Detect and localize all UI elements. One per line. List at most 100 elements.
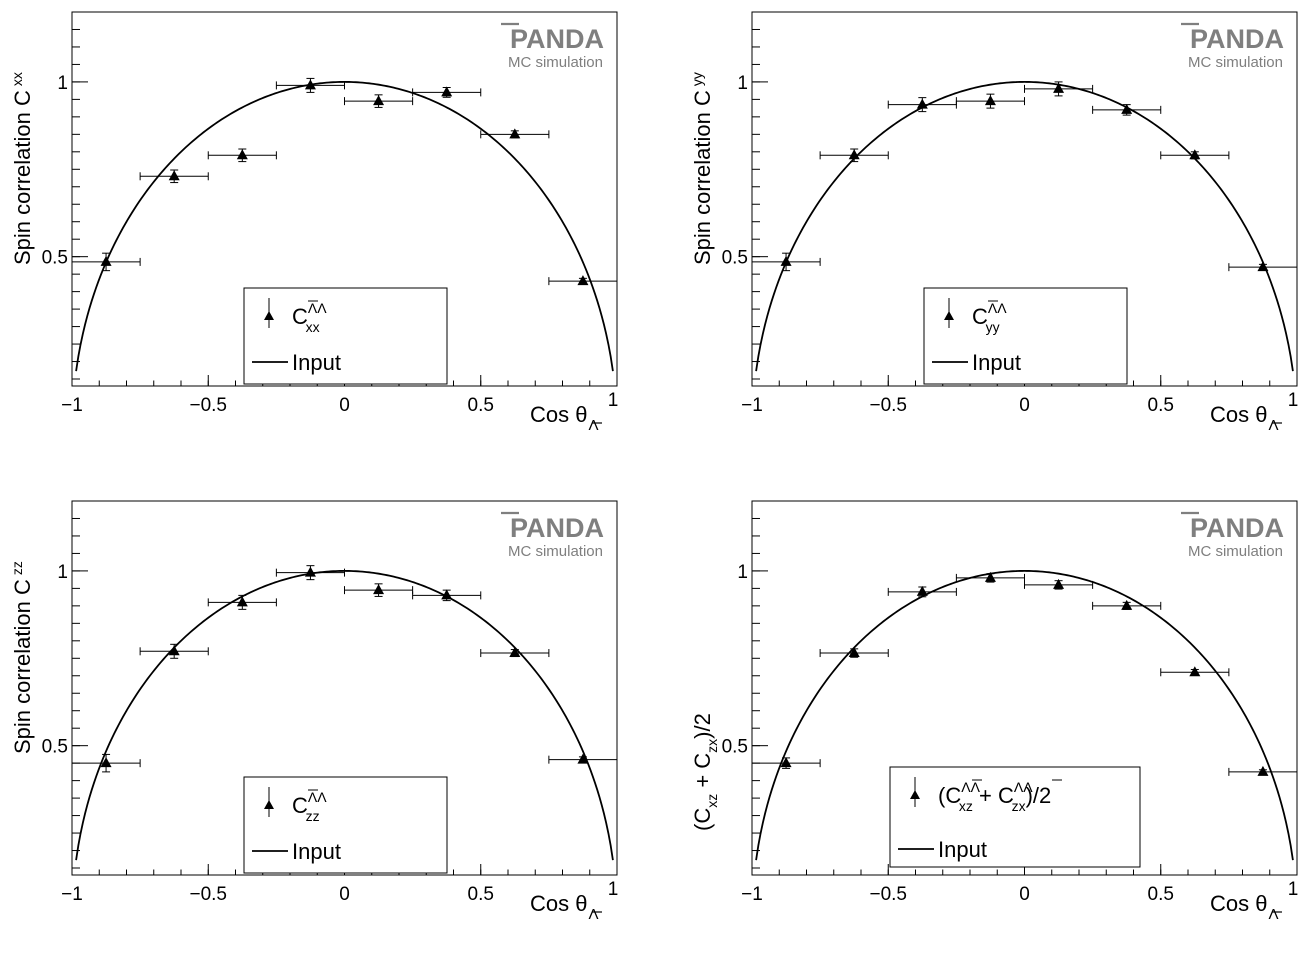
mc-simulation-label: MC simulation <box>508 54 603 71</box>
legend: (CΛΛ xz + CΛΛ zx)/2 Input <box>889 766 1141 868</box>
triangle-marker <box>373 584 385 595</box>
input-curve <box>755 570 1294 861</box>
input-curve <box>755 81 1294 372</box>
x-tick-label: −0.5 <box>869 395 907 416</box>
data-point <box>887 585 957 598</box>
x-tick-label: −1 <box>741 395 763 416</box>
triangle-marker <box>1257 261 1269 272</box>
data-point <box>344 583 414 597</box>
x-tick-label: −1 <box>61 884 83 905</box>
legend: CΛΛ xx Input <box>243 287 448 385</box>
triangle-marker <box>509 647 521 658</box>
legend-entry-curve: Input <box>938 837 987 862</box>
data-point <box>275 77 345 93</box>
y-tick-label: 0.5 <box>42 248 68 269</box>
data-point <box>548 275 618 286</box>
x-tick-label: 0.5 <box>468 884 494 905</box>
chart-svg: −1 −0.5 0 0.5 1 0.5 1 Cos θΛ (Cxz + Czx)/2 PANDAM… <box>690 500 1299 923</box>
triangle-marker <box>780 255 792 266</box>
data-point <box>207 594 277 610</box>
data-point <box>548 753 618 764</box>
chart-svg: −1 −0.5 0 0.5 1 0.5 1 Cos θΛ Spin correlation Cz… <box>9 500 618 923</box>
y-axis-title: Spin correlation Cxx <box>9 72 35 265</box>
triangle-marker <box>304 566 316 577</box>
data-point <box>139 643 209 659</box>
x-tick-label: 0 <box>1019 395 1030 416</box>
x-tick-label: 0 <box>1019 884 1030 905</box>
panel-cxx: −1 −0.5 0 0.5 1 0.5 1 Cos θΛ Spin correlation Cx… <box>0 0 652 467</box>
triangle-marker <box>1189 149 1201 160</box>
panel-cxz-czx: −1 −0.5 0 0.5 1 0.5 1 Cos θΛ (Cxz + Czx)/2 PANDA M… <box>680 489 1304 956</box>
x-axis-title: Cos θΛ <box>1210 402 1279 434</box>
data-point <box>1024 578 1094 590</box>
triangle-marker <box>441 589 453 600</box>
x-tick-label: −0.5 <box>189 884 227 905</box>
legend-box <box>923 287 1128 385</box>
x-tick-label: 1 <box>1288 390 1299 411</box>
data-point <box>751 757 821 769</box>
data-point <box>207 148 277 163</box>
triangle-marker <box>168 645 180 656</box>
triangle-marker <box>1121 599 1133 610</box>
data-point <box>1160 666 1230 677</box>
mc-simulation-label: MC simulation <box>508 543 603 560</box>
legend: CΛΛ yy Input <box>923 287 1128 385</box>
x-tick-label: 0.5 <box>1148 395 1174 416</box>
legend-box <box>889 766 1141 868</box>
x-tick-label: −0.5 <box>869 884 907 905</box>
triangle-marker <box>168 170 180 181</box>
data-point <box>1160 149 1230 160</box>
data-point <box>751 252 821 272</box>
legend-marker-icon <box>264 800 274 809</box>
triangle-marker <box>916 585 928 596</box>
triangle-marker <box>236 149 248 160</box>
y-tick-label: 1 <box>57 562 68 583</box>
x-axis-title: Cos θΛ <box>1210 891 1279 923</box>
data-point <box>480 647 550 658</box>
data-point <box>71 753 141 773</box>
panda-logo: PANDA <box>1190 513 1284 543</box>
x-tick-label: 1 <box>1288 879 1299 900</box>
triangle-marker <box>1189 666 1201 677</box>
mc-simulation-label: MC simulation <box>1188 54 1283 71</box>
mc-simulation-label: MC simulation <box>1188 543 1283 560</box>
legend-entry-points: CΛΛ yy <box>972 300 1007 335</box>
legend-entry-points: CΛΛ xx <box>292 300 327 335</box>
triangle-marker <box>100 255 112 266</box>
legend-entry-curve: Input <box>292 350 341 375</box>
data-point <box>1024 81 1094 97</box>
data-point <box>1092 103 1162 116</box>
x-axis-title: Cos θΛ <box>530 891 599 923</box>
legend-marker-icon <box>910 790 920 799</box>
data-point <box>412 589 482 602</box>
x-tick-label: −0.5 <box>189 395 227 416</box>
data-point <box>887 97 957 113</box>
x-axis-title: Cos θΛ <box>530 402 599 434</box>
data-point <box>819 647 889 658</box>
panel-cyy: −1 −0.5 0 0.5 1 0.5 1 Cos θΛ Spin correlation Cy… <box>680 0 1304 467</box>
legend-box <box>243 776 448 874</box>
chart-svg: −1 −0.5 0 0.5 1 0.5 1 Cos θΛ Spin correlation Cy… <box>689 11 1299 434</box>
triangle-marker <box>984 571 996 582</box>
panda-logo: PANDA <box>510 513 604 543</box>
legend-box <box>243 287 448 385</box>
x-tick-label: 0 <box>339 395 350 416</box>
triangle-marker <box>236 596 248 607</box>
y-axis-title: (Cxz + Czx)/2 <box>690 713 720 831</box>
panda-logo: PANDA <box>1190 24 1284 54</box>
y-tick-label: 1 <box>737 73 748 94</box>
triangle-marker <box>373 95 385 106</box>
y-axis-title: Spin correlation Czz <box>9 561 35 754</box>
triangle-marker <box>1257 765 1269 776</box>
data-point <box>139 169 209 184</box>
triangle-marker <box>848 647 860 658</box>
triangle-marker <box>1053 578 1065 589</box>
data-point <box>412 86 482 98</box>
chart-svg: −1 −0.5 0 0.5 1 0.5 1 Cos θΛ Spin correlation Cx… <box>9 11 618 434</box>
panda-logo: PANDA <box>510 24 604 54</box>
data-point <box>955 93 1025 109</box>
triangle-marker <box>984 95 996 106</box>
data-point <box>1228 261 1298 272</box>
triangle-marker <box>100 757 112 768</box>
data-point <box>275 565 345 581</box>
